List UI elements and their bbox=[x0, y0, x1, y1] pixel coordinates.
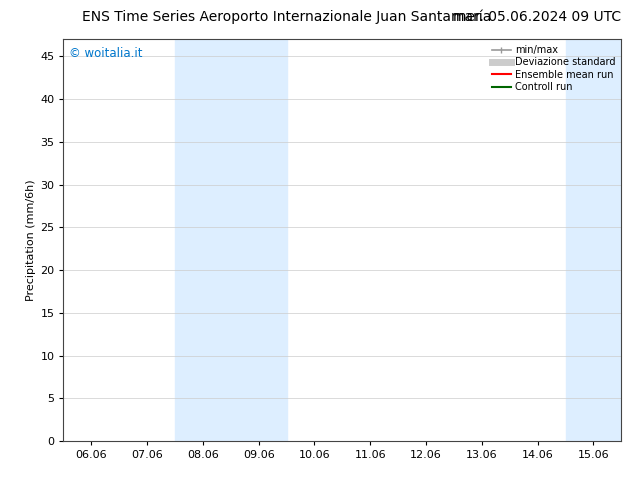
Text: ENS Time Series Aeroporto Internazionale Juan Santamaría: ENS Time Series Aeroporto Internazionale… bbox=[82, 10, 492, 24]
Y-axis label: Precipitation (mm/6h): Precipitation (mm/6h) bbox=[26, 179, 36, 301]
Bar bbox=[566, 39, 621, 441]
Legend: min/max, Deviazione standard, Ensemble mean run, Controll run: min/max, Deviazione standard, Ensemble m… bbox=[488, 41, 619, 96]
Bar bbox=[175, 39, 287, 441]
Text: © woitalia.it: © woitalia.it bbox=[69, 47, 143, 60]
Text: mer. 05.06.2024 09 UTC: mer. 05.06.2024 09 UTC bbox=[453, 10, 621, 24]
